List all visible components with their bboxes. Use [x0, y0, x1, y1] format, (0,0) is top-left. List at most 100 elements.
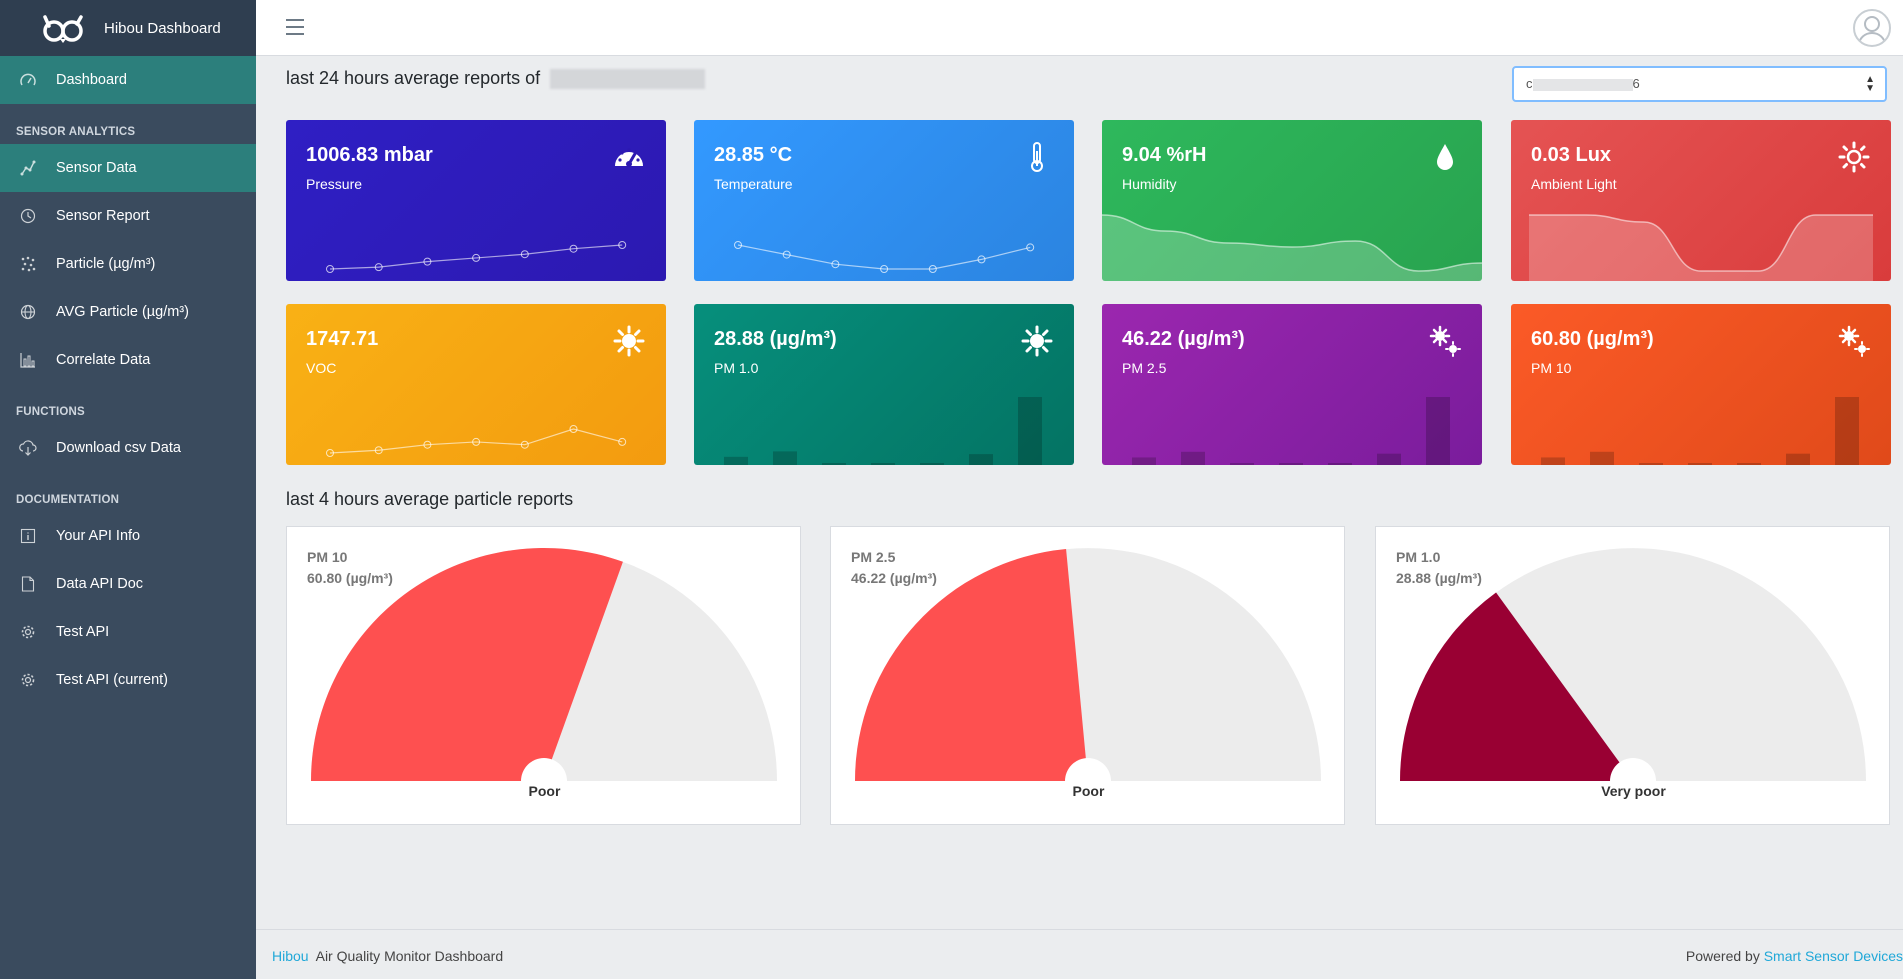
sparkline-bar [1737, 463, 1761, 465]
document-icon [18, 574, 38, 594]
sidebar-item-test-api-current[interactable]: Test API (current) [0, 656, 256, 704]
title-24h-text: last 24 hours average reports of [286, 68, 541, 88]
stat-value: 28.85 °C [714, 144, 793, 166]
gauge-card-pm-2-5: PM 2.5 46.22 (µg/m³) Poor [830, 526, 1345, 825]
stat-card-pressure[interactable]: 1006.83 mbar Pressure [286, 120, 666, 281]
menu-toggle-icon[interactable] [286, 19, 304, 35]
sidebar-item-avg-particle[interactable]: AVG Particle (µg/m³) [0, 288, 256, 336]
sparkline-bar [1541, 457, 1565, 465]
gear-icon [18, 622, 38, 642]
gauge-value: 28.88 (µg/m³) [1396, 570, 1482, 586]
sparkline-line [1529, 214, 1873, 272]
stat-label: Temperature [714, 176, 793, 192]
stat-card-ambient-light[interactable]: 0.03 Lux Ambient Light [1511, 120, 1891, 281]
sparkline-chart [1541, 397, 1859, 465]
clock-icon [18, 206, 38, 226]
sparkline-bar [773, 451, 797, 465]
sensor-data-icon [18, 158, 38, 178]
stat-card-pm-1-0[interactable]: 28.88 (µg/m³) PM 1.0 [694, 304, 1074, 465]
sidebar-item-sensor-report[interactable]: Sensor Report [0, 192, 256, 240]
gauge-status: Poor [1072, 783, 1105, 799]
owl-logo-icon [43, 15, 83, 43]
gauge-title: PM 2.5 [851, 549, 896, 565]
stat-value: 9.04 %rH [1122, 144, 1207, 166]
sparkline-point [977, 255, 986, 264]
footer-left: Hibou Air Quality Monitor Dashboard [272, 948, 503, 964]
stat-value: 28.88 (µg/m³) [714, 328, 837, 350]
sidebar-item-dashboard[interactable]: Dashboard [0, 56, 256, 104]
sparkline-chart [326, 241, 627, 273]
stat-card-voc[interactable]: 1747.71 VOC [286, 304, 666, 465]
sparkline-point [472, 437, 481, 446]
footer: Hibou Air Quality Monitor Dashboard Powe… [256, 929, 1903, 979]
footer-company-link[interactable]: Smart Sensor Devices [1763, 948, 1903, 964]
brand[interactable]: Hibou Dashboard [0, 0, 256, 56]
stat-label: PM 1.0 [714, 360, 759, 376]
footer-brand-link[interactable]: Hibou [272, 948, 309, 964]
sparkline-bar [1426, 397, 1450, 465]
select-arrows-icon: ▲ ▼ [1865, 74, 1875, 94]
sparkline-point [374, 446, 383, 455]
sparkline-point [326, 449, 334, 457]
sparkline-bar [1132, 457, 1156, 465]
stat-card-pm-2-5[interactable]: 46.22 (µg/m³) PM 2.5 [1102, 304, 1482, 465]
sidebar-item-test-api[interactable]: Test API [0, 608, 256, 656]
sparkline-bar [1181, 451, 1205, 465]
gauge-chart [1400, 548, 1866, 804]
sidebar-item-correlate-data[interactable]: Correlate Data [0, 336, 256, 384]
sparkline-point [472, 253, 481, 262]
thermometer-icon [1031, 142, 1043, 172]
gears-icon [1429, 325, 1461, 357]
avatar[interactable] [1853, 9, 1891, 47]
stat-card-pm-10[interactable]: 60.80 (µg/m³) PM 10 [1511, 304, 1891, 465]
stat-label: Ambient Light [1531, 176, 1617, 192]
cloud-download-icon [18, 438, 38, 458]
gauge-hub [1065, 758, 1111, 804]
sidebar-item-label: Dashboard [56, 72, 127, 88]
select-text-end: 6 [1632, 76, 1640, 91]
sparkline-bar [1688, 463, 1712, 465]
gauge-value-arc [311, 548, 623, 781]
gauge-title: PM 10 [307, 549, 348, 565]
sidebar-item-label: AVG Particle (µg/m³) [56, 304, 189, 320]
device-select[interactable]: c 6 ▲ ▼ [1512, 66, 1887, 102]
stat-value: 1747.71 [306, 328, 379, 350]
stat-card-humidity[interactable]: 9.04 %rH Humidity [1102, 120, 1482, 281]
stat-card-temperature[interactable]: 28.85 °C Temperature [694, 120, 1074, 281]
gauge-hub [1610, 758, 1656, 804]
brand-name: Hibou Dashboard [104, 19, 221, 37]
stat-label: PM 2.5 [1122, 360, 1167, 376]
main-content: last 24 hours average reports of c 6 ▲ ▼ 1… [256, 56, 1903, 929]
gauge-hub [521, 758, 567, 804]
stat-label: VOC [306, 360, 337, 376]
gauge-status: Poor [528, 783, 561, 799]
sidebar-item-particle[interactable]: Particle (µg/m³) [0, 240, 256, 288]
sparkline-point [1026, 243, 1035, 252]
sidebar-item-label: Sensor Data [56, 160, 137, 176]
sparkline-chart [734, 241, 1035, 273]
gauge-card-pm-10: PM 10 60.80 (µg/m³) Poor [286, 526, 801, 825]
footer-text: Air Quality Monitor Dashboard [315, 948, 504, 964]
sparkline-bar [1835, 397, 1859, 465]
gauge-value: 60.80 (µg/m³) [307, 570, 393, 586]
sidebar-item-download-csv[interactable]: Download csv Data [0, 424, 256, 472]
sidebar-item-sensor-data[interactable]: Sensor Data [0, 144, 256, 192]
virus-icon [613, 325, 645, 357]
redacted-device-name [550, 69, 706, 90]
stat-value: 1006.83 mbar [306, 144, 433, 166]
sparkline-point [520, 250, 529, 259]
redacted-select-value [1532, 78, 1633, 91]
sparkline-bar [1377, 453, 1401, 465]
sparkline-point [374, 263, 383, 272]
sidebar-item-label: Data API Doc [56, 576, 144, 592]
gear-icon [18, 670, 38, 690]
sparkline-point [520, 440, 529, 449]
sparkline-point [880, 265, 889, 273]
drop-icon [1437, 144, 1453, 170]
sparkline-point [782, 250, 791, 259]
sidebar-item-data-api-doc[interactable]: Data API Doc [0, 560, 256, 608]
sidebar-item-api-info[interactable]: Your API Info [0, 512, 256, 560]
sparkline-bar [1639, 463, 1663, 465]
sparkline-line [329, 428, 623, 454]
sidebar-item-label: Your API Info [56, 528, 141, 544]
